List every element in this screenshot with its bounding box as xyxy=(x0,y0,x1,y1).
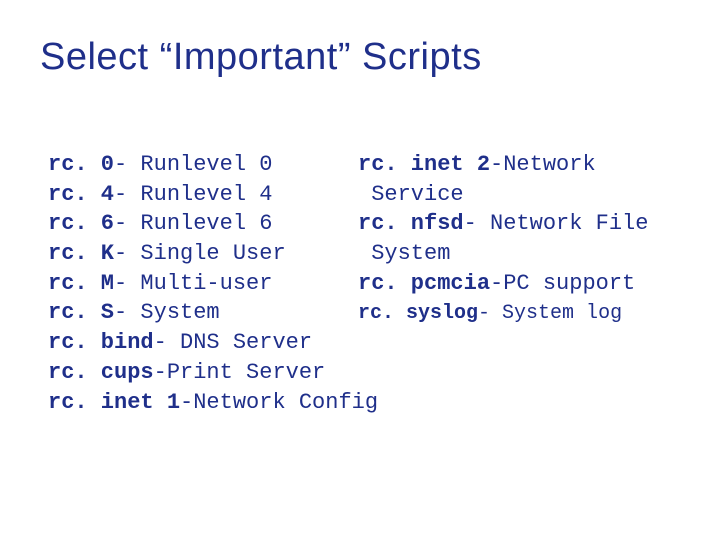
script-name: rc. 4 xyxy=(48,182,114,207)
sep: - xyxy=(114,152,140,177)
script-name: rc. M xyxy=(48,271,114,296)
line-9: rc. inet 1-Network Config xyxy=(48,388,672,418)
slide-title: Select “Important” Scripts xyxy=(40,36,482,79)
sep: - xyxy=(114,211,140,236)
sep: - xyxy=(180,390,193,415)
sep: - xyxy=(154,360,167,385)
script-name: rc. cups xyxy=(48,360,154,385)
script-desc: Print Server xyxy=(167,360,325,385)
line-7: rc. bind- DNS Server xyxy=(48,328,672,358)
script-name: rc. 0 xyxy=(48,152,114,177)
script-name: rc. inet 1 xyxy=(48,390,180,415)
line-6: rc. S- System rc. syslog- System log xyxy=(48,298,672,328)
script-desc: Network xyxy=(503,152,595,177)
script-desc: Network Config xyxy=(193,390,378,415)
line-1: rc. 0- Runlevel 0 rc. inet 2-Network xyxy=(48,150,672,180)
script-desc: DNS Server xyxy=(180,330,312,355)
script-name: rc. K xyxy=(48,241,114,266)
script-desc: Multi-user xyxy=(140,271,272,296)
script-name: rc. pcmcia xyxy=(358,271,490,296)
script-desc: System xyxy=(371,241,450,266)
script-desc: System xyxy=(140,300,219,325)
script-desc: Service xyxy=(371,182,463,207)
script-desc: Network File xyxy=(490,211,648,236)
sep: - xyxy=(478,302,502,325)
slide: Select “Important” Scripts rc. 0- Runlev… xyxy=(0,0,720,540)
script-name: rc. nfsd xyxy=(358,211,464,236)
script-desc: Single User xyxy=(140,241,285,266)
sep: - xyxy=(490,271,503,296)
script-desc: Runlevel 6 xyxy=(140,211,272,236)
sep: - xyxy=(490,152,503,177)
line-2: rc. 4- Runlevel 4 Service xyxy=(48,180,672,210)
script-name: rc. inet 2 xyxy=(358,152,490,177)
line-4: rc. K- Single User System xyxy=(48,239,672,269)
sep: - xyxy=(114,300,140,325)
script-name: rc. bind xyxy=(48,330,154,355)
line-8: rc. cups-Print Server xyxy=(48,358,672,388)
line-3: rc. 6- Runlevel 6 rc. nfsd- Network File xyxy=(48,209,672,239)
script-desc: Runlevel 4 xyxy=(140,182,272,207)
script-name: rc. 6 xyxy=(48,211,114,236)
script-desc: PC support xyxy=(503,271,635,296)
script-name: rc. S xyxy=(48,300,114,325)
script-name: rc. syslog xyxy=(358,302,478,325)
sep: - xyxy=(154,330,180,355)
line-5: rc. M- Multi-user rc. pcmcia-PC support xyxy=(48,269,672,299)
sep: - xyxy=(114,182,140,207)
sep: - xyxy=(114,271,140,296)
script-desc: Runlevel 0 xyxy=(140,152,272,177)
script-desc: System log xyxy=(502,302,622,325)
sep: - xyxy=(464,211,490,236)
sep: - xyxy=(114,241,140,266)
slide-content: rc. 0- Runlevel 0 rc. inet 2-Network rc.… xyxy=(48,150,672,417)
